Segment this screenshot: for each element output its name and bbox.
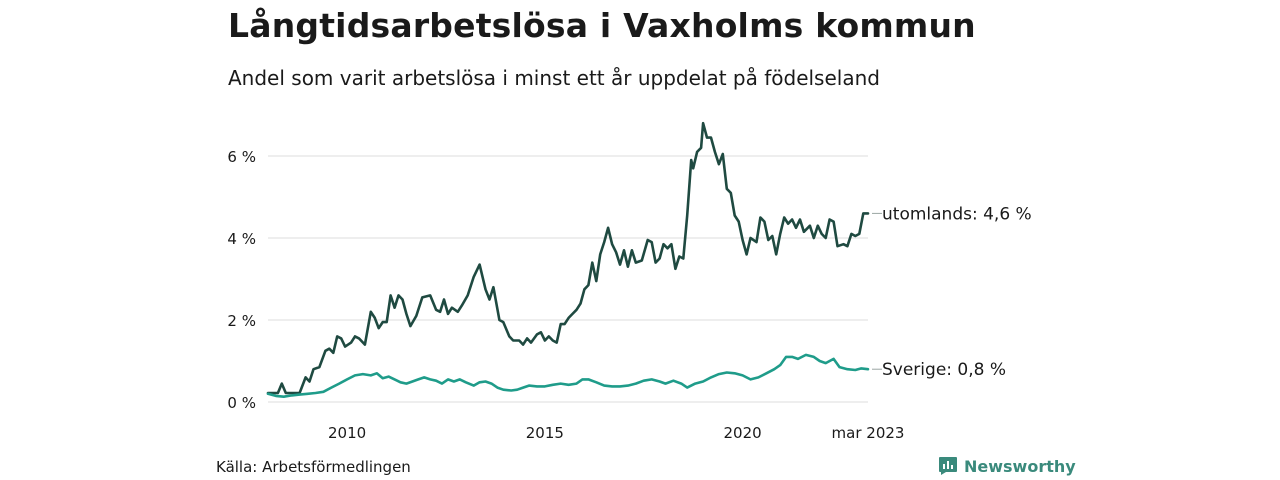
series-lines <box>266 121 870 398</box>
bar-chart-icon <box>939 457 957 475</box>
series-end-label: Sverige: 0,8 % <box>882 360 1006 380</box>
chart-title: Långtidsarbetslösa i Vaxholms kommun <box>228 6 976 45</box>
y-axis-tick-labels: 0 % 2 % 4 % 6 % <box>227 148 256 412</box>
x-axis-tick-labels: 2010 2015 2020 mar 2023 <box>328 424 904 442</box>
x-tick-label: 2020 <box>724 424 762 442</box>
x-tick-label: 2015 <box>526 424 564 442</box>
brand-name: Newsworthy <box>964 456 1076 476</box>
x-tick-label: 2010 <box>328 424 366 442</box>
source-note: Källa: Arbetsförmedlingen <box>216 458 411 476</box>
x-tick-label: mar 2023 <box>832 424 905 442</box>
y-tick-label: 0 % <box>227 394 256 412</box>
y-tick-label: 2 % <box>227 312 256 330</box>
chart-subtitle: Andel som varit arbetslösa i minst ett å… <box>228 66 880 90</box>
series-end-labels: utomlands: 4,6 % Sverige: 0,8 % <box>872 204 1032 380</box>
y-tick-label: 6 % <box>227 148 256 166</box>
y-tick-label: 4 % <box>227 230 256 248</box>
series-line-sverige <box>266 353 870 398</box>
series-line-utomlands <box>266 121 870 395</box>
brand-logo[interactable]: Newsworthy <box>938 456 1076 476</box>
series-end-label: utomlands: 4,6 % <box>882 204 1032 224</box>
